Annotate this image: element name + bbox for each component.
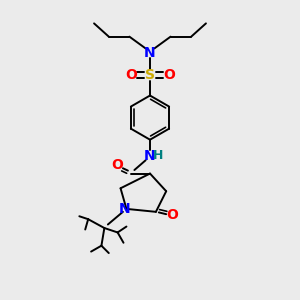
Text: S: S xyxy=(145,68,155,82)
Text: O: O xyxy=(125,68,137,82)
Text: N: N xyxy=(119,202,131,216)
Text: O: O xyxy=(163,68,175,82)
Text: N: N xyxy=(144,46,156,60)
Text: N: N xyxy=(144,149,156,163)
Text: H: H xyxy=(153,149,164,162)
Text: O: O xyxy=(112,158,124,172)
Text: O: O xyxy=(166,208,178,222)
